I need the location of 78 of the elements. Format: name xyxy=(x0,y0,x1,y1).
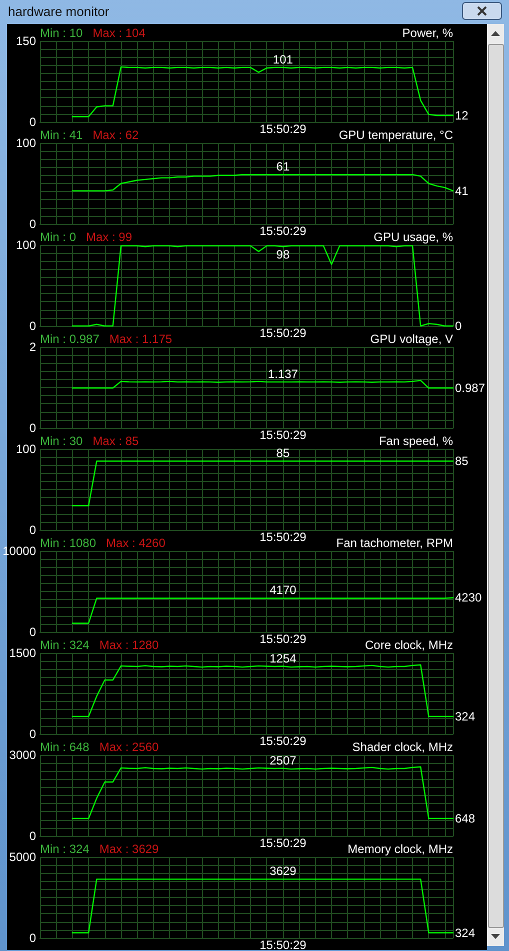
chart-subtitle: hardware monitor xyxy=(8,3,110,21)
y-tick-label: 100 xyxy=(16,238,36,252)
y-tick-label: 0 xyxy=(29,319,36,333)
chart-title: GPU temperature, °C xyxy=(338,128,454,142)
data-label: 4230 xyxy=(455,590,482,605)
data-label: 85 xyxy=(455,454,469,468)
text: Min : 41 xyxy=(40,128,84,142)
chart-title: GPU usage, % xyxy=(374,230,454,244)
chart-title: Power, % xyxy=(402,26,454,40)
text: Max : 3629 xyxy=(99,842,160,856)
text: Max : 1280 xyxy=(99,638,160,652)
data-label: 1254 xyxy=(270,651,297,666)
chart-title: Core clock, MHz xyxy=(364,638,453,652)
x-tick-label: 15:50:29 xyxy=(260,122,307,136)
y-tick-label: 0 xyxy=(29,421,36,435)
data-label: 324 xyxy=(455,710,476,724)
data-label: 101 xyxy=(272,52,294,66)
data-label: 12 xyxy=(455,108,469,123)
data-label: 4170 xyxy=(270,583,297,598)
text: Min : 10 xyxy=(40,26,84,40)
x-tick-label: 15:50:29 xyxy=(260,836,307,850)
text: Min : 30 xyxy=(40,434,84,448)
data-label: 648 xyxy=(455,812,476,826)
y-tick-label: 5000 xyxy=(9,850,36,864)
data-label: 85 xyxy=(276,446,290,460)
x-tick-label: 15:50:29 xyxy=(260,530,307,544)
data-label: 98 xyxy=(276,248,290,262)
line-series xyxy=(72,245,454,327)
data-label: 324 xyxy=(455,926,476,940)
text: Min : 324 xyxy=(40,638,90,652)
y-tick-label: 0 xyxy=(29,727,36,741)
data-label: 2507 xyxy=(270,753,297,768)
text: Max : 99 xyxy=(86,230,132,244)
y-tick-label: 100 xyxy=(16,136,36,150)
data-label: 61 xyxy=(276,160,290,174)
text: Max : 2560 xyxy=(99,740,160,754)
y-tick-label: 1500 xyxy=(9,646,36,660)
y-tick-label: 0 xyxy=(29,931,36,945)
data-label: 0 xyxy=(455,319,462,333)
y-tick-label: 0 xyxy=(29,625,36,639)
line-series xyxy=(72,174,454,192)
text: Max : 4260 xyxy=(106,536,166,550)
text: Min : 0.987 xyxy=(40,332,100,346)
line-series xyxy=(72,66,454,118)
y-tick-label: 150 xyxy=(16,34,36,48)
text: Min : 648 xyxy=(40,740,90,754)
x-tick-label: 15:50:29 xyxy=(260,734,307,748)
data-label: 3629 xyxy=(270,864,297,878)
data-label: 1.137 xyxy=(268,366,298,381)
data-label: 41 xyxy=(455,184,469,198)
y-tick-label: 0 xyxy=(29,523,36,537)
text: Min : 324 xyxy=(40,842,90,856)
y-tick-label: 100 xyxy=(16,442,36,456)
text: Max : 104 xyxy=(92,26,146,40)
chart-title: Memory clock, MHz xyxy=(348,842,453,856)
y-tick-label: 0 xyxy=(29,829,36,843)
text: Min : 1080 xyxy=(40,536,96,550)
y-tick-label: 3000 xyxy=(9,748,36,762)
x-tick-label: 15:50:29 xyxy=(260,428,307,442)
x-tick-label: 15:50:29 xyxy=(260,224,307,238)
text: Max : 62 xyxy=(92,128,140,142)
chart-title: GPU voltage, V xyxy=(370,332,453,346)
x-tick-label: 15:50:29 xyxy=(260,326,307,340)
text: Max : 85 xyxy=(92,434,140,448)
x-tick-label: 15:50:29 xyxy=(260,632,307,646)
chart-title: Fan tachometer, RPM xyxy=(336,536,453,550)
line-series xyxy=(72,380,454,389)
text: Min : 0 xyxy=(40,230,76,244)
line-series xyxy=(72,766,454,820)
y-tick-label: 0 xyxy=(29,217,36,231)
data-label: 0.987 xyxy=(455,381,486,396)
text: Max : 1.175 xyxy=(109,332,172,346)
chart-title: Fan speed, % xyxy=(378,434,454,448)
chart-title: Shader clock, MHz xyxy=(352,740,453,754)
y-tick-label: 0 xyxy=(29,115,36,129)
x-tick-label: 15:50:29 xyxy=(260,938,307,951)
y-tick-label: 2 xyxy=(29,340,36,354)
line-series xyxy=(72,664,454,718)
